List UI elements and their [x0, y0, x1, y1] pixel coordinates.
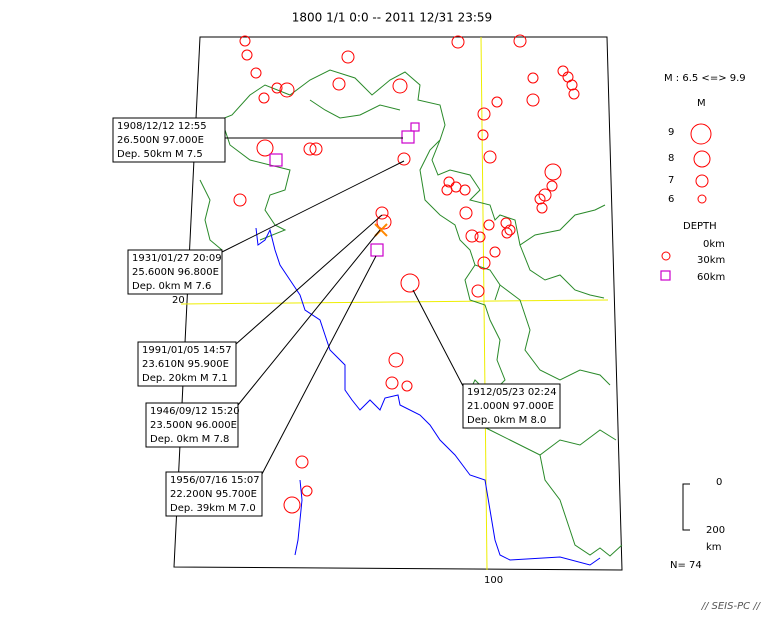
legend-depth: 30km [697, 255, 725, 266]
legend-circle [695, 174, 709, 188]
parallel [180, 299, 609, 305]
annotation-text: 1946/09/12 15:20 [150, 406, 240, 417]
legend-range: M : 6.5 <=> 9.9 [664, 73, 746, 84]
longitude-label: 100 [484, 575, 503, 586]
annotation-text: 22.200N 95.700E [170, 489, 257, 500]
legend-depth: 60km [697, 272, 725, 283]
event-count: N= 74 [670, 560, 702, 571]
legend-depth-square [660, 270, 671, 281]
legend-depth: 0km [703, 239, 725, 250]
annotation-text: 26.500N 97.000E [117, 135, 204, 146]
annotation-text: Dep. 0km M 8.0 [467, 415, 546, 426]
legend-mag: 7 [668, 175, 674, 186]
depth-scale [682, 483, 690, 531]
footer: // SEIS-PC // [701, 601, 762, 612]
legend-depth-circle [661, 251, 671, 261]
meridian [480, 36, 488, 571]
annotation-box [165, 471, 263, 517]
leader-lines [221, 137, 464, 475]
legend-m-title: M [697, 98, 706, 109]
annotation-text: Dep. 50km M 7.5 [117, 149, 203, 160]
annotation-text: 1956/07/16 15:07 [170, 475, 260, 486]
legend-mag: 9 [668, 127, 674, 138]
scale-bottom: 200 [706, 525, 725, 536]
annotation-text: 1908/12/12 12:55 [117, 121, 207, 132]
scale-unit: km [706, 542, 722, 553]
scale-top: 0 [716, 477, 722, 488]
legend-mag: 8 [668, 153, 674, 164]
annotation-text: Dep. 39km M 7.0 [170, 503, 256, 514]
event-markers [233, 34, 580, 514]
legend-circle [697, 194, 707, 204]
annotation-text: Dep. 20km M 7.1 [142, 373, 228, 384]
legend-mag: 6 [668, 194, 674, 205]
annotation-text: Dep. 0km M 7.8 [150, 434, 229, 445]
annotation-text: 23.610N 95.900E [142, 359, 229, 370]
annotations: 1908/12/12 12:55 26.500N 97.000E Dep. 50km… [112, 117, 561, 517]
annotation-text: 21.000N 97.000E [467, 401, 554, 412]
annotation-text: 1931/01/27 20:09 [132, 253, 222, 264]
legend: M : 6.5 <=> 9.9 M 9 8 7 6 DEPTH 0km 30km… [660, 73, 746, 571]
annotation-text: 1991/01/05 14:57 [142, 345, 232, 356]
annotation-box [137, 341, 237, 387]
title: 1800 1/1 0:0 -- 2011 12/31 23:59 [292, 11, 492, 25]
annotation-box [145, 402, 239, 448]
borders [199, 69, 623, 566]
legend-depth-title: DEPTH [683, 221, 717, 232]
annotation-box [127, 249, 223, 295]
map-frame [173, 36, 623, 571]
legend-circle [690, 123, 712, 145]
annotation-text: Dep. 0km M 7.6 [132, 281, 211, 292]
annotation-box [462, 383, 561, 429]
annotation-text: 1912/05/23 02:24 [467, 387, 557, 398]
annotation-text: 23.500N 96.000E [150, 420, 237, 431]
annotation-box [112, 117, 226, 163]
annotation-text: 25.600N 96.800E [132, 267, 219, 278]
legend-circle [693, 150, 711, 168]
latitude-label: 20 [172, 295, 185, 306]
